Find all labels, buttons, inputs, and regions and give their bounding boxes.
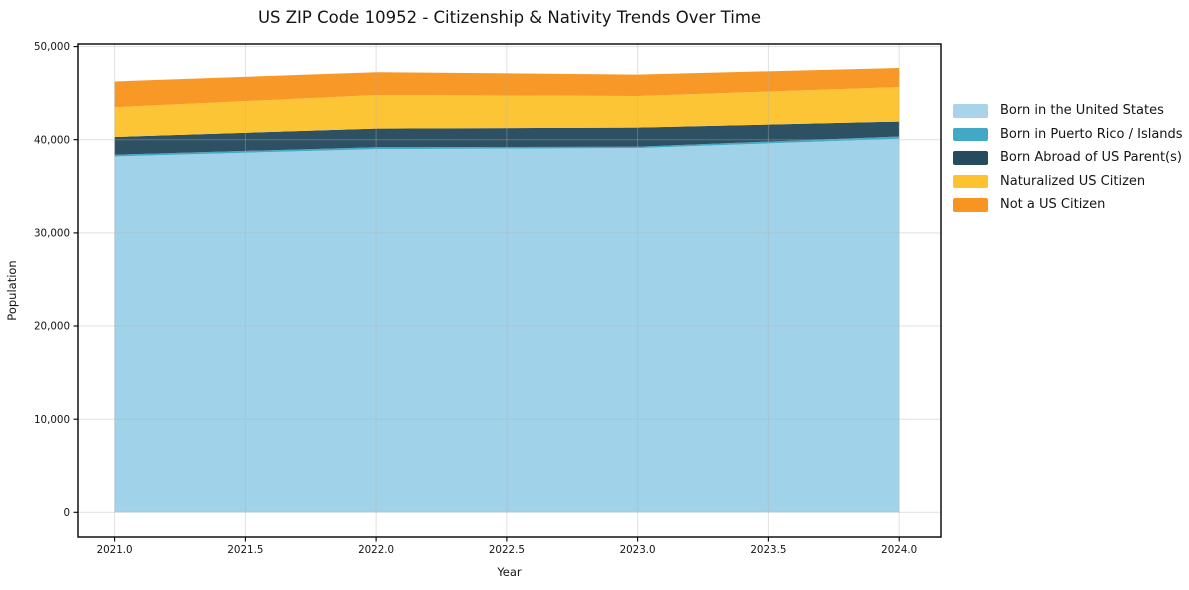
svg-text:2021.0: 2021.0 <box>97 544 133 556</box>
svg-text:30,000: 30,000 <box>34 228 70 240</box>
legend-item-3: Naturalized US Citizen <box>953 170 1183 194</box>
legend-item-4: Not a US Citizen <box>953 193 1183 217</box>
legend: Born in the United States Born in Puerto … <box>953 99 1183 217</box>
svg-text:2024.0: 2024.0 <box>881 544 917 556</box>
legend-swatch-3 <box>953 174 988 188</box>
svg-text:0: 0 <box>63 507 70 519</box>
svg-text:50,000: 50,000 <box>34 41 70 53</box>
legend-label-3: Naturalized US Citizen <box>1000 173 1146 189</box>
svg-text:2022.0: 2022.0 <box>358 544 394 556</box>
chart-title: US ZIP Code 10952 - Citizenship & Nativi… <box>257 8 762 27</box>
plot-frame <box>77 43 942 538</box>
legend-label-1: Born in Puerto Rico / Islands <box>1000 126 1183 142</box>
svg-text:10,000: 10,000 <box>34 414 70 426</box>
svg-text:40,000: 40,000 <box>34 134 70 146</box>
legend-item-1: Born in Puerto Rico / Islands <box>953 123 1183 147</box>
legend-item-2: Born Abroad of US Parent(s) <box>953 146 1183 170</box>
y-axis-ticks <box>73 46 78 513</box>
area-series-group <box>114 68 900 513</box>
legend-swatch-1 <box>953 127 988 141</box>
y-axis-label: Population <box>5 260 19 320</box>
gridlines <box>78 44 941 537</box>
area-0 <box>114 138 900 513</box>
svg-text:2021.5: 2021.5 <box>227 544 263 556</box>
x-axis-ticks <box>114 537 900 542</box>
legend-swatch-4 <box>953 198 988 212</box>
area-4 <box>114 68 900 108</box>
x-axis-label: Year <box>496 565 522 579</box>
y-axis-tick-labels: 0 10,000 20,000 30,000 40,000 50,000 <box>34 41 70 519</box>
legend-label-2: Born Abroad of US Parent(s) <box>1000 150 1182 166</box>
svg-text:2022.5: 2022.5 <box>489 544 525 556</box>
legend-swatch-2 <box>953 151 988 165</box>
legend-item-0: Born in the United States <box>953 99 1183 123</box>
area-3 <box>114 87 900 137</box>
legend-swatch-0 <box>953 104 988 118</box>
area-2 <box>114 121 900 155</box>
legend-label-0: Born in the United States <box>1000 103 1164 119</box>
svg-text:2023.0: 2023.0 <box>620 544 656 556</box>
svg-text:2023.5: 2023.5 <box>750 544 786 556</box>
svg-text:20,000: 20,000 <box>34 321 70 333</box>
x-axis-tick-labels: 2021.0 2021.5 2022.0 2022.5 2023.0 2023.5 2024… <box>97 544 918 556</box>
legend-label-4: Not a US Citizen <box>1000 197 1106 213</box>
